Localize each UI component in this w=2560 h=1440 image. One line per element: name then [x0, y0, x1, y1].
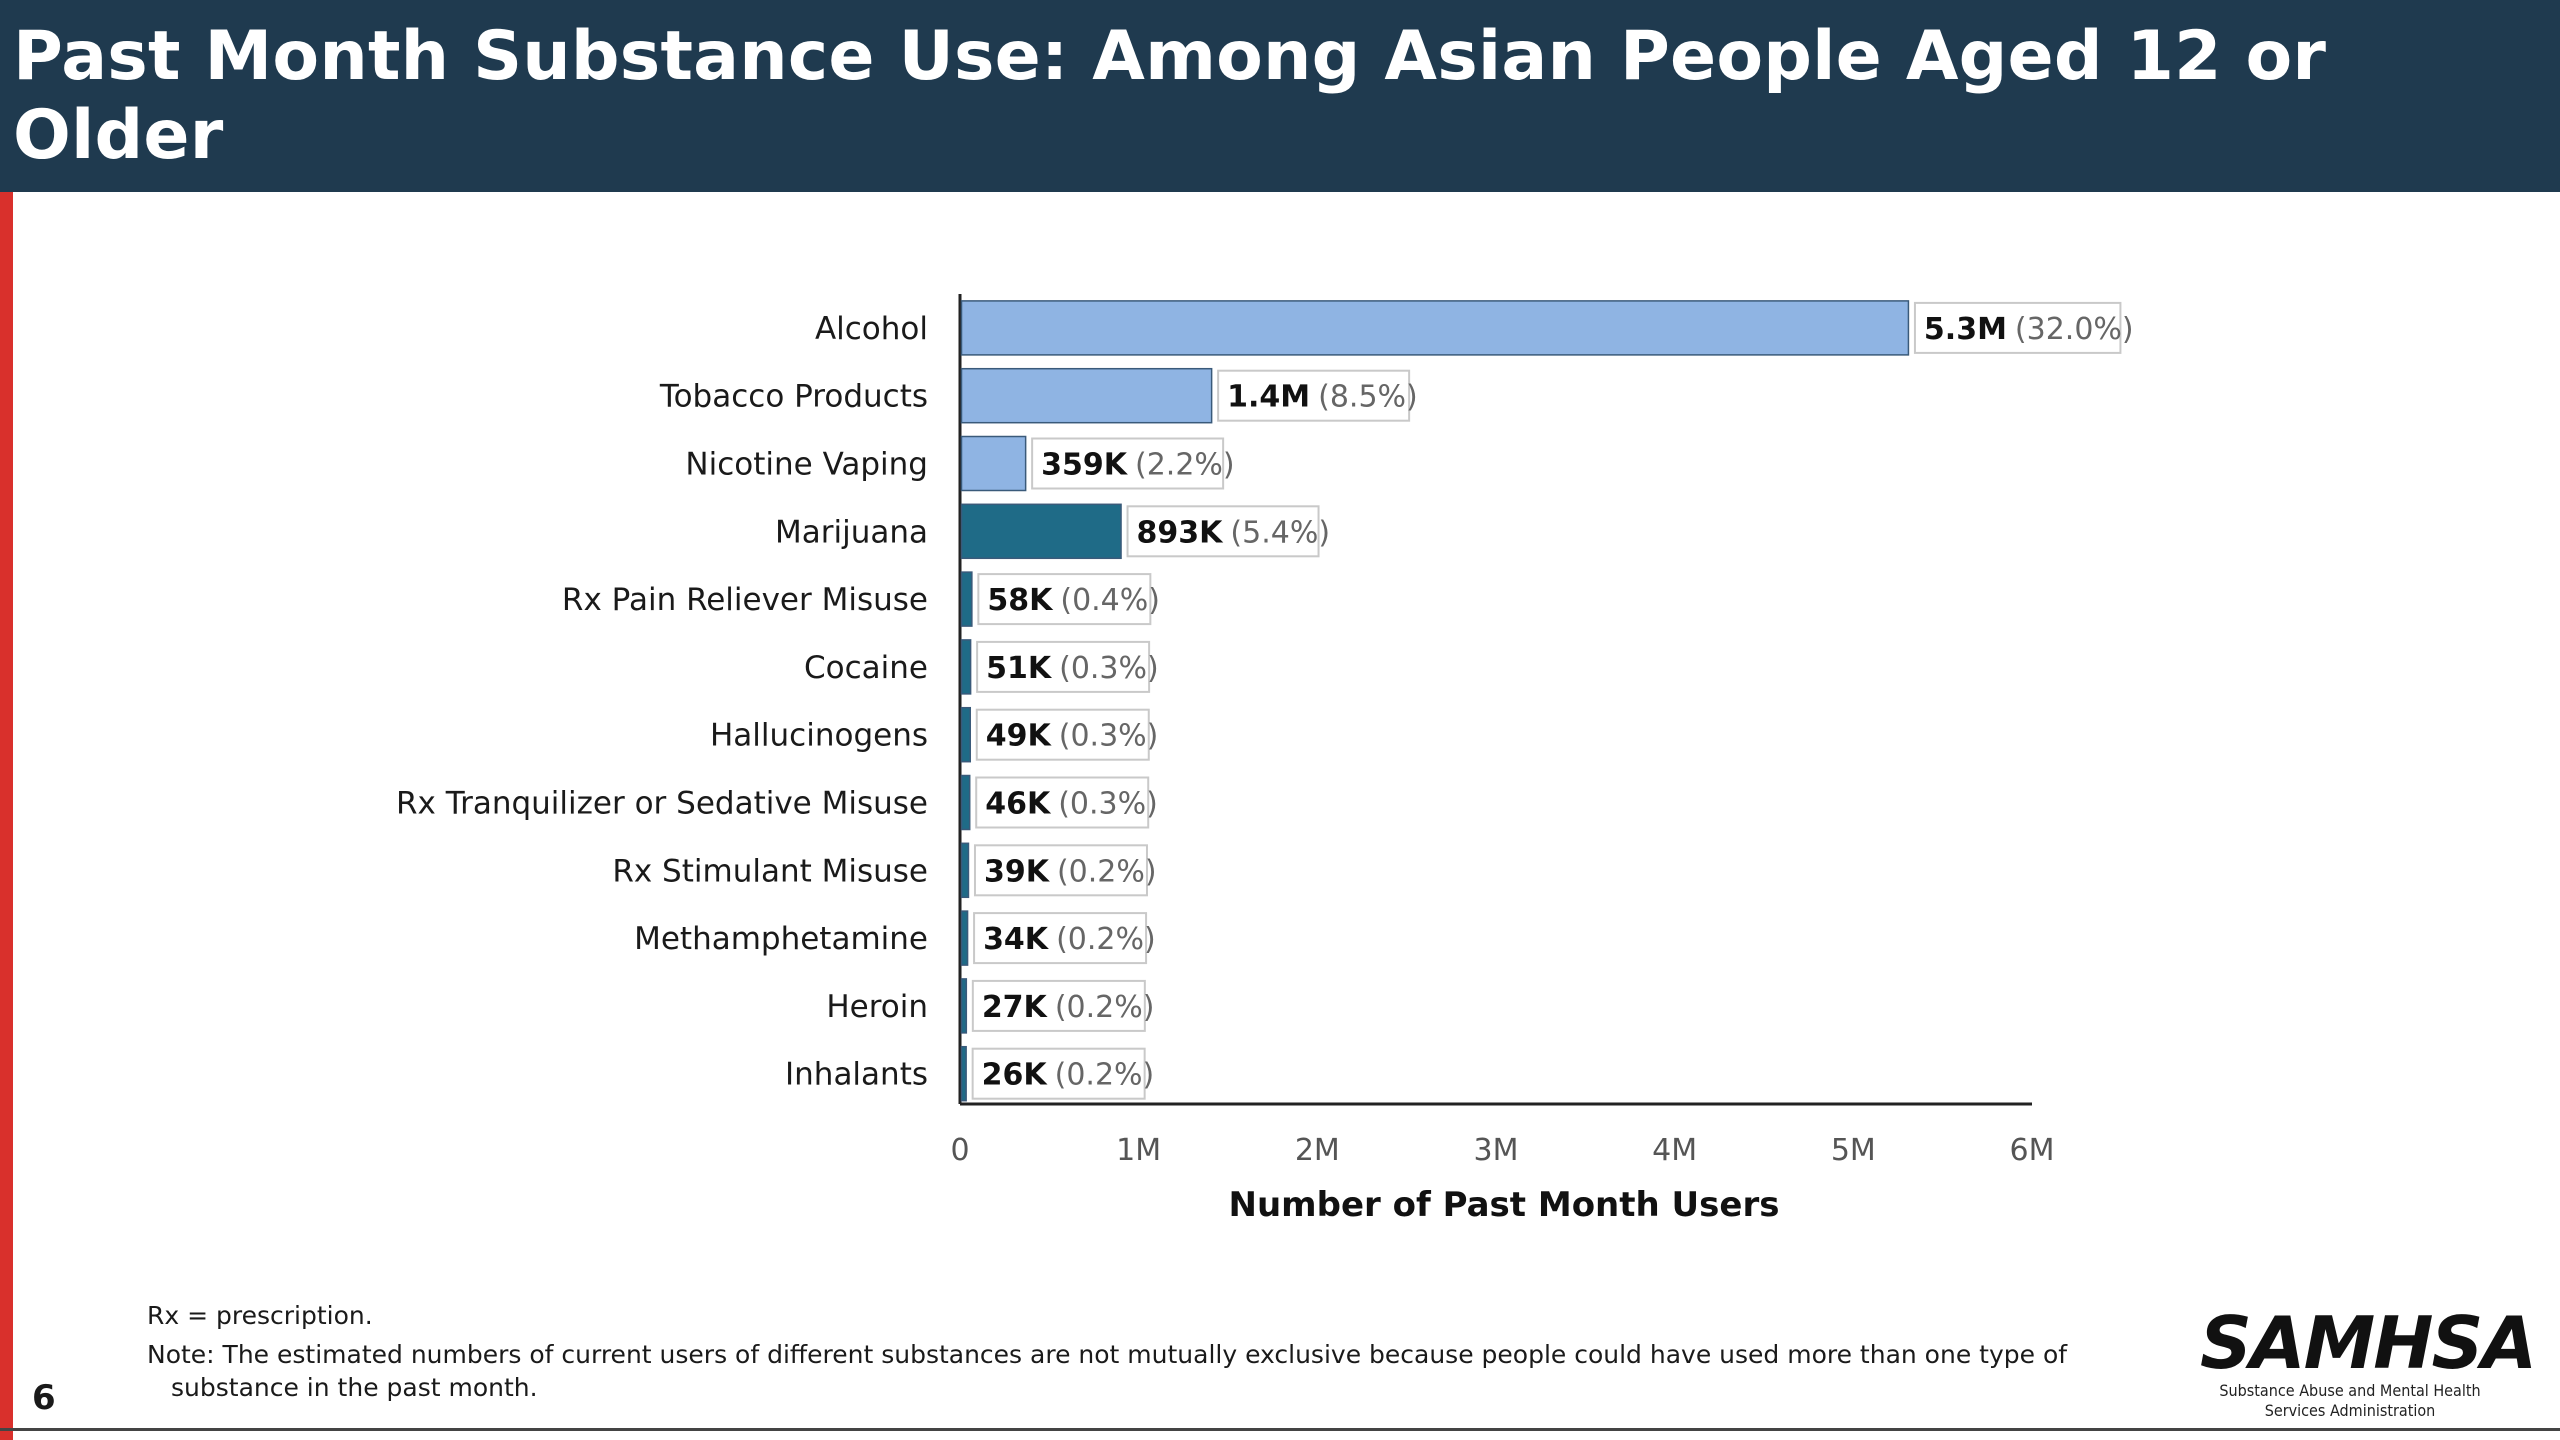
category-label: Hallucinogens: [710, 718, 928, 754]
data-label: 34K (0.2%): [983, 922, 1156, 957]
x-axis-title: Number of Past Month Users: [1229, 1185, 1780, 1225]
page-title: Past Month Substance Use: Among Asian Pe…: [13, 17, 2327, 175]
category-label: Tobacco Products: [659, 379, 928, 415]
data-label-box: [1031, 437, 1225, 490]
data-label-box: [973, 912, 1148, 965]
logo-wordmark: SAMHSA: [2200, 1301, 2537, 1385]
category-label: Inhalants: [785, 1057, 928, 1093]
x-tick-label: 6M: [2010, 1133, 2055, 1168]
bar: [960, 503, 1122, 560]
data-label-percent: (32.0%): [2015, 312, 2134, 347]
data-label: 46K (0.3%): [985, 787, 1158, 822]
data-label-value: 51K: [986, 651, 1053, 686]
data-label-value: 893K: [1137, 515, 1225, 550]
bar: [960, 706, 972, 763]
bar: [960, 367, 1213, 424]
category-label: Cocaine: [804, 650, 928, 686]
data-label-box: [975, 708, 1150, 761]
data-label-value: 39K: [984, 854, 1051, 889]
logo-subtitle-line1: Substance Abuse and Mental Health: [2219, 1381, 2481, 1400]
data-label-percent: (0.4%): [1060, 583, 1160, 618]
data-label-box: [1126, 505, 1320, 558]
data-label: 1.4M (8.5%): [1227, 380, 1418, 415]
data-label-value: 46K: [985, 787, 1052, 822]
bar: [960, 300, 1910, 356]
data-label-value: 26K: [982, 1058, 1049, 1093]
category-label: Rx Stimulant Misuse: [612, 853, 928, 889]
x-tick-label: 1M: [1116, 1133, 1161, 1168]
bar: [960, 774, 971, 831]
data-label-percent: (8.5%): [1318, 380, 1418, 415]
data-label-box: [1913, 301, 2122, 354]
data-label: 27K (0.2%): [982, 990, 1155, 1025]
data-label-value: 34K: [983, 922, 1050, 957]
title-banner: Past Month Substance Use: Among Asian Pe…: [0, 0, 2560, 192]
data-label: 359K (2.2%): [1041, 448, 1235, 483]
data-label-percent: (0.3%): [1059, 719, 1159, 754]
data-label-value: 1.4M: [1227, 380, 1310, 415]
data-label-box: [1217, 369, 1411, 422]
x-tick-label: 0: [950, 1133, 969, 1168]
bar: [960, 978, 968, 1034]
bar: [960, 435, 1027, 492]
data-label-box: [971, 979, 1146, 1032]
data-label-box: [973, 844, 1148, 897]
data-label-value: 58K: [987, 583, 1054, 618]
data-label-percent: (5.4%): [1230, 515, 1330, 550]
page-number: 6: [32, 1378, 56, 1418]
data-label-box: [971, 1047, 1146, 1100]
data-label-value: 49K: [986, 719, 1053, 754]
category-label: Alcohol: [815, 311, 928, 347]
data-label-value: 5.3M: [1924, 312, 2007, 347]
data-label: 893K (5.4%): [1137, 515, 1331, 550]
category-label: Methamphetamine: [634, 921, 928, 957]
bar: [960, 1045, 967, 1102]
data-label-percent: (0.3%): [1059, 651, 1159, 686]
left-accent-stripe: [0, 0, 13, 1440]
data-label: 5.3M (32.0%): [1924, 312, 2134, 347]
category-label: Marijuana: [775, 514, 928, 550]
bar: [960, 571, 973, 627]
data-label: 49K (0.3%): [986, 719, 1159, 754]
data-label-value: 359K: [1041, 448, 1129, 483]
footnote-note: Note: The estimated numbers of current u…: [147, 1340, 2068, 1402]
x-tick-label: 5M: [1831, 1133, 1876, 1168]
category-label: Rx Tranquilizer or Sedative Misuse: [396, 786, 928, 822]
data-label-percent: (0.2%): [1055, 1058, 1155, 1093]
data-label-percent: (2.2%): [1135, 448, 1235, 483]
x-tick-label: 2M: [1295, 1133, 1340, 1168]
data-label-box: [975, 776, 1150, 829]
samhsa-logo: SAMHSA Substance Abuse and Mental Health…: [2200, 1301, 2537, 1421]
logo-subtitle-line2: Services Administration: [2264, 1401, 2436, 1420]
category-label: Nicotine Vaping: [685, 447, 928, 483]
data-label-box: [976, 640, 1151, 693]
footnote-rx: Rx = prescription.: [147, 1301, 373, 1330]
category-label: Heroin: [826, 989, 928, 1025]
x-tick-label: 3M: [1474, 1133, 1519, 1168]
data-label: 39K (0.2%): [984, 854, 1157, 889]
bar: [960, 910, 969, 966]
bar-chart: 0 1M 2M 3M 4M 5M 6M Number of Past Month Users A…: [396, 294, 2134, 1225]
data-label: 51K (0.3%): [986, 651, 1159, 686]
data-label-percent: (0.2%): [1056, 922, 1156, 957]
data-label: 26K (0.2%): [982, 1058, 1155, 1093]
data-label: 58K (0.4%): [987, 583, 1160, 618]
x-tick-label: 4M: [1652, 1133, 1697, 1168]
data-label-percent: (0.2%): [1057, 854, 1157, 889]
data-label-percent: (0.3%): [1058, 787, 1158, 822]
data-label-box: [977, 573, 1152, 626]
category-label: Rx Pain Reliever Misuse: [562, 582, 928, 618]
data-label-percent: (0.2%): [1055, 990, 1155, 1025]
bar: [960, 639, 972, 695]
bottom-rule: [0, 1428, 2560, 1431]
data-label-value: 27K: [982, 990, 1049, 1025]
bar: [960, 842, 970, 899]
